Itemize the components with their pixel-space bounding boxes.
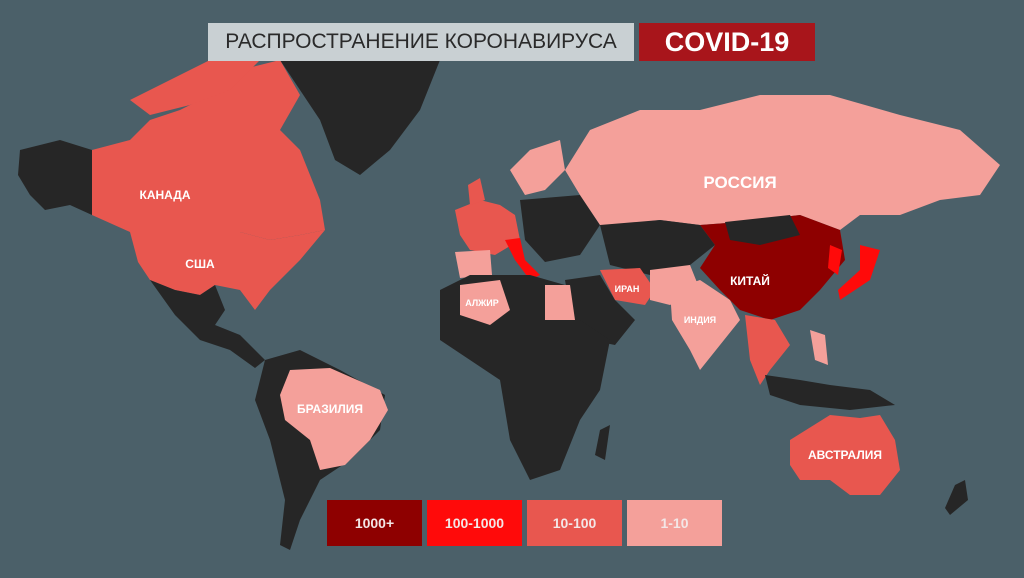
region-mongolia (725, 215, 800, 245)
label-canada: КАНАДА (140, 188, 191, 202)
region-scandinavia (510, 140, 565, 195)
label-india: ИНДИЯ (684, 315, 716, 325)
region-central-asia (600, 220, 715, 275)
region-new-zealand (945, 480, 968, 515)
legend-item-100-1000: 100-1000 (427, 500, 522, 546)
page-title: РАСПРОСТРАНЕНИЕ КОРОНАВИРУСА (208, 23, 634, 61)
region-iran (600, 268, 655, 305)
region-uk (468, 178, 485, 205)
legend-item-1-10: 1-10 (627, 500, 722, 546)
label-algeria: АЛЖИР (465, 298, 499, 308)
region-europe-east (520, 195, 600, 262)
region-india (670, 280, 740, 370)
region-italy (505, 238, 540, 280)
region-japan (838, 245, 880, 300)
region-usa (130, 230, 325, 310)
label-australia: АВСТРАЛИЯ (808, 448, 882, 462)
region-canada (92, 60, 325, 240)
region-korea (828, 245, 842, 275)
region-canada-islands (130, 55, 260, 115)
covid-badge: COVID-19 (639, 23, 815, 61)
legend-item-10-100: 10-100 (527, 500, 622, 546)
label-russia: РОССИЯ (703, 173, 776, 192)
label-iran: ИРАН (615, 284, 640, 294)
region-europe-west (455, 200, 520, 255)
region-madagascar (595, 425, 610, 460)
region-brazil (280, 368, 388, 470)
region-china (700, 215, 845, 320)
region-iberia (455, 250, 492, 278)
region-africa (440, 275, 610, 480)
region-australia (790, 415, 900, 495)
region-egypt (545, 285, 575, 320)
label-china: КИТАЙ (730, 273, 770, 288)
region-mexico (150, 280, 265, 368)
region-philippines (810, 330, 828, 365)
region-algeria (460, 280, 510, 325)
region-greenland (280, 38, 440, 175)
legend-item-1000-plus: 1000+ (327, 500, 422, 546)
region-alaska (18, 140, 92, 215)
label-brazil: БРАЗИЛИЯ (297, 402, 363, 416)
region-russia (565, 95, 1000, 230)
legend: 1000+ 100-1000 10-100 1-10 (327, 500, 722, 546)
region-indonesia (765, 375, 895, 410)
label-usa: США (185, 257, 215, 271)
region-se-asia (745, 315, 790, 385)
